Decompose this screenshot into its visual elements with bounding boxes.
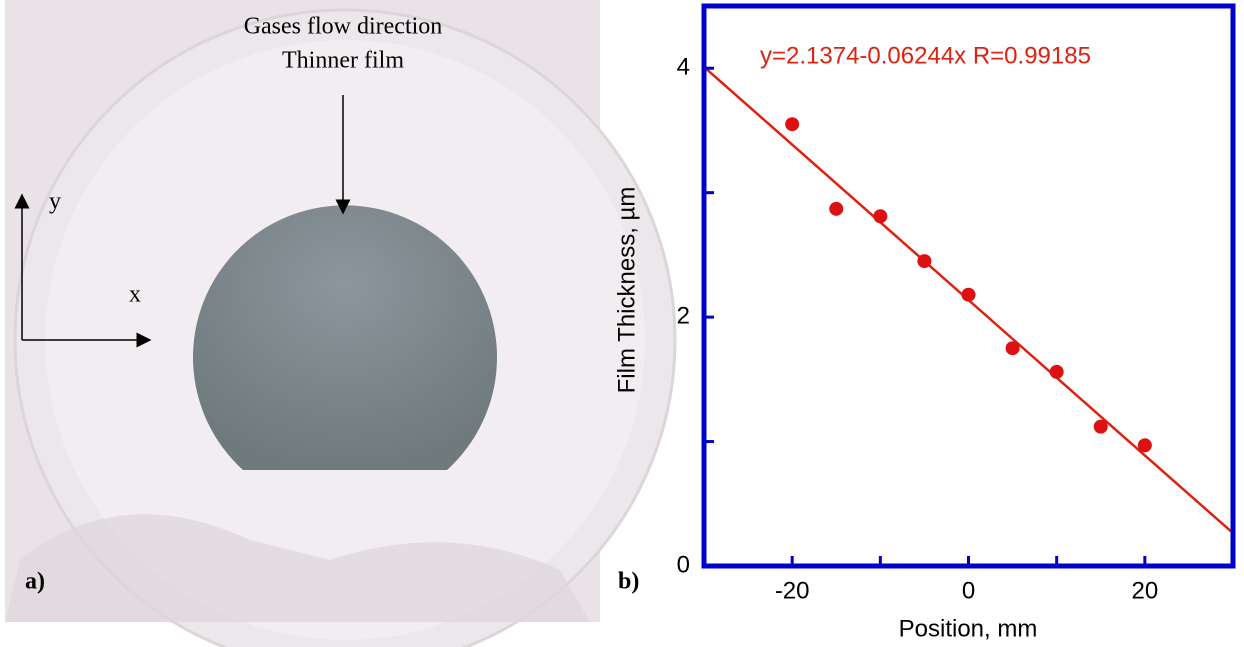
photo: Gases flow direction Thinner film y x a) <box>5 0 677 647</box>
plot-frame <box>701 3 1236 569</box>
point <box>1049 364 1064 379</box>
annotation: Gases flow direction <box>244 14 443 40</box>
x-axis-title: Position, mm <box>899 615 1038 642</box>
wafer <box>193 205 498 470</box>
x-tick-label: 20 <box>1131 577 1158 604</box>
y-tick-label: 0 <box>677 551 690 578</box>
y-axis-title: Film Thickness, µm <box>613 187 640 394</box>
shadow <box>5 514 590 622</box>
fit-label: y=2.1374-0.06244x R=0.99185 <box>760 42 1091 69</box>
axis-x-label: x <box>129 282 141 308</box>
point <box>785 117 800 132</box>
point <box>917 254 932 269</box>
point <box>873 209 888 224</box>
panel-label: a) <box>25 569 45 595</box>
point <box>961 287 976 302</box>
point <box>1093 419 1108 434</box>
point <box>829 201 844 216</box>
annotation: Thinner film <box>282 48 404 74</box>
y-tick-label: 4 <box>677 54 690 81</box>
panel-label: b) <box>618 569 639 595</box>
x-tick-label: -20 <box>775 577 810 604</box>
x-tick-label: 0 <box>962 577 975 604</box>
point <box>1005 341 1020 356</box>
axis-y-label: y <box>49 189 61 215</box>
point <box>1137 438 1152 453</box>
y-tick-label: 2 <box>677 302 690 329</box>
